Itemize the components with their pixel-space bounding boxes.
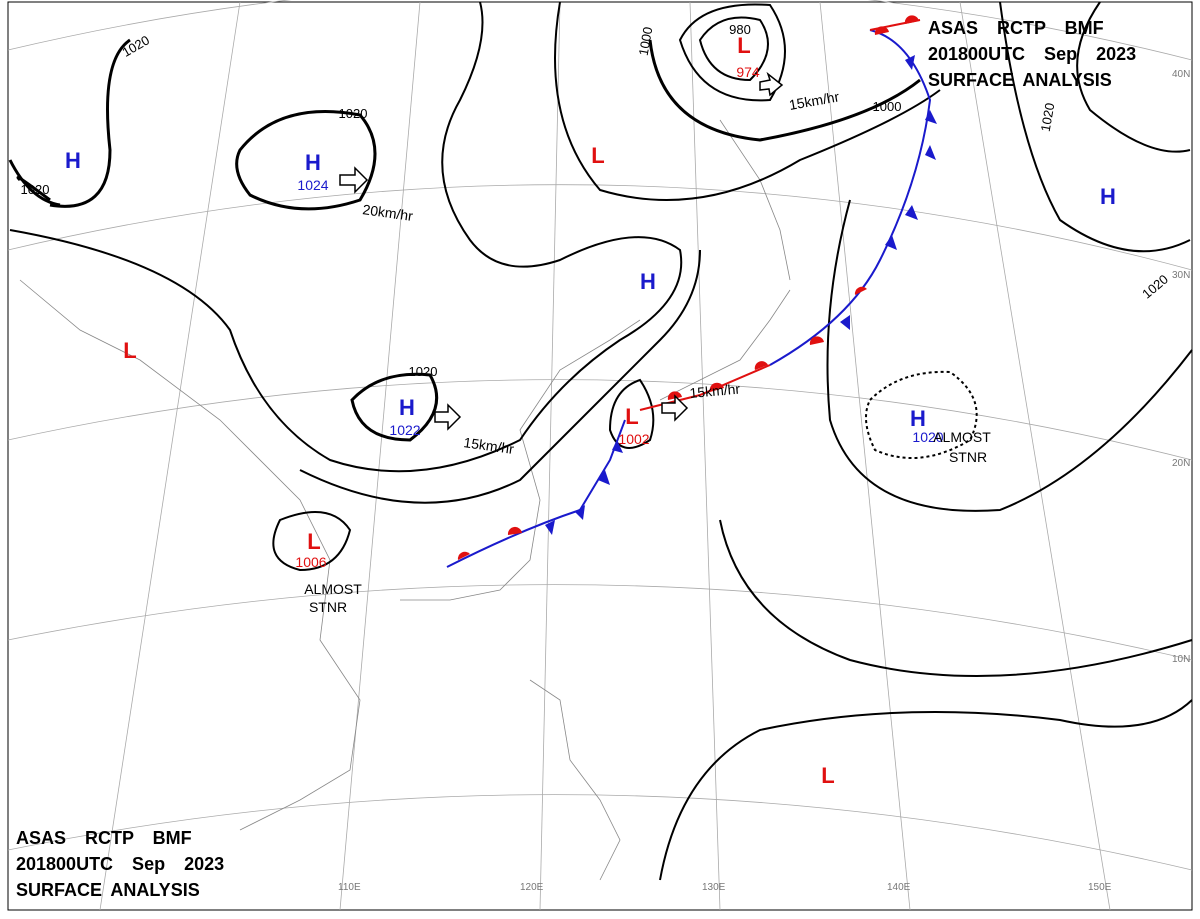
- isobar-label: 1000: [636, 26, 656, 57]
- central-pressure: 1020: [912, 429, 943, 445]
- high-center: H: [910, 406, 926, 431]
- header-top: ASAS RCTP BMF 201800UTC Sep 2023 SURFACE…: [928, 18, 1136, 90]
- coastline: [19, 119, 791, 881]
- isobar-label: 1020: [1139, 272, 1171, 302]
- isobars: [8, 1, 1193, 881]
- note: ALMOST: [304, 581, 362, 597]
- motion-label: 15km/hr: [463, 434, 516, 457]
- central-pressure: 974: [736, 64, 760, 80]
- longitude-label: 150E: [1088, 882, 1112, 893]
- header-line: ASAS RCTP BMF: [16, 828, 192, 848]
- header-line: 201800UTC Sep 2023: [16, 854, 224, 874]
- low-center: L: [625, 404, 638, 429]
- note: STNR: [949, 449, 987, 465]
- high-center: H: [640, 269, 656, 294]
- isobar-label: 1020: [339, 106, 368, 121]
- header-bottom: ASAS RCTP BMF 201800UTC Sep 2023 SURFACE…: [16, 828, 224, 900]
- header-line: ASAS RCTP BMF: [928, 18, 1104, 38]
- high-center: H: [65, 148, 81, 173]
- isobar-label: 1020: [119, 32, 152, 59]
- note: ALMOST: [933, 429, 991, 445]
- notes: ALMOST STNR ALMOST STNR: [304, 429, 991, 615]
- low-center: L: [123, 338, 136, 363]
- latitude-label: 20N: [1172, 458, 1190, 469]
- latitude-label: 40N: [1172, 69, 1190, 80]
- isobar-label: 980: [729, 22, 751, 37]
- isobar-label: 1020: [409, 364, 438, 379]
- motion-label: 15km/hr: [689, 381, 741, 401]
- motion-label: 20km/hr: [362, 201, 415, 224]
- graticule: [7, 0, 1193, 911]
- isobar-label: 1020: [21, 182, 50, 197]
- longitude-label: 130E: [702, 882, 726, 893]
- central-pressure: 1024: [297, 177, 328, 193]
- map-frame: [7, 1, 1193, 911]
- isobar-label: 1020: [1038, 102, 1058, 133]
- motion-label: 15km/hr: [788, 88, 841, 113]
- high-center: H: [399, 395, 415, 420]
- central-pressure: 1002: [618, 431, 649, 447]
- longitude-label: 110E: [338, 882, 361, 893]
- geo-labels: 40N 30N 20N 10N 110E 120E 130E 140E 150E: [338, 69, 1190, 893]
- motion-arrows: [339, 71, 784, 431]
- header-line: SURFACE ANALYSIS: [928, 70, 1112, 90]
- header-line: SURFACE ANALYSIS: [16, 880, 200, 900]
- low-center: L: [737, 33, 750, 58]
- high-center: H: [305, 150, 321, 175]
- fronts: [446, 15, 937, 568]
- note: STNR: [309, 599, 347, 615]
- longitude-label: 120E: [520, 882, 544, 893]
- low-center: L: [591, 143, 604, 168]
- latitude-label: 30N: [1172, 270, 1190, 281]
- central-pressure: 1006: [295, 554, 326, 570]
- high-center: H: [1100, 184, 1116, 209]
- isobar-label: 1000: [873, 99, 902, 114]
- low-center: L: [307, 529, 320, 554]
- longitude-label: 140E: [887, 882, 911, 893]
- latitude-label: 10N: [1172, 654, 1190, 665]
- low-center: L: [821, 763, 834, 788]
- central-pressure: 1022: [389, 422, 420, 438]
- pressure-systems: H 1024 H 1022 H H H H 1020 L L L 974 L 1…: [65, 33, 1116, 788]
- header-line: 201800UTC Sep 2023: [928, 44, 1136, 64]
